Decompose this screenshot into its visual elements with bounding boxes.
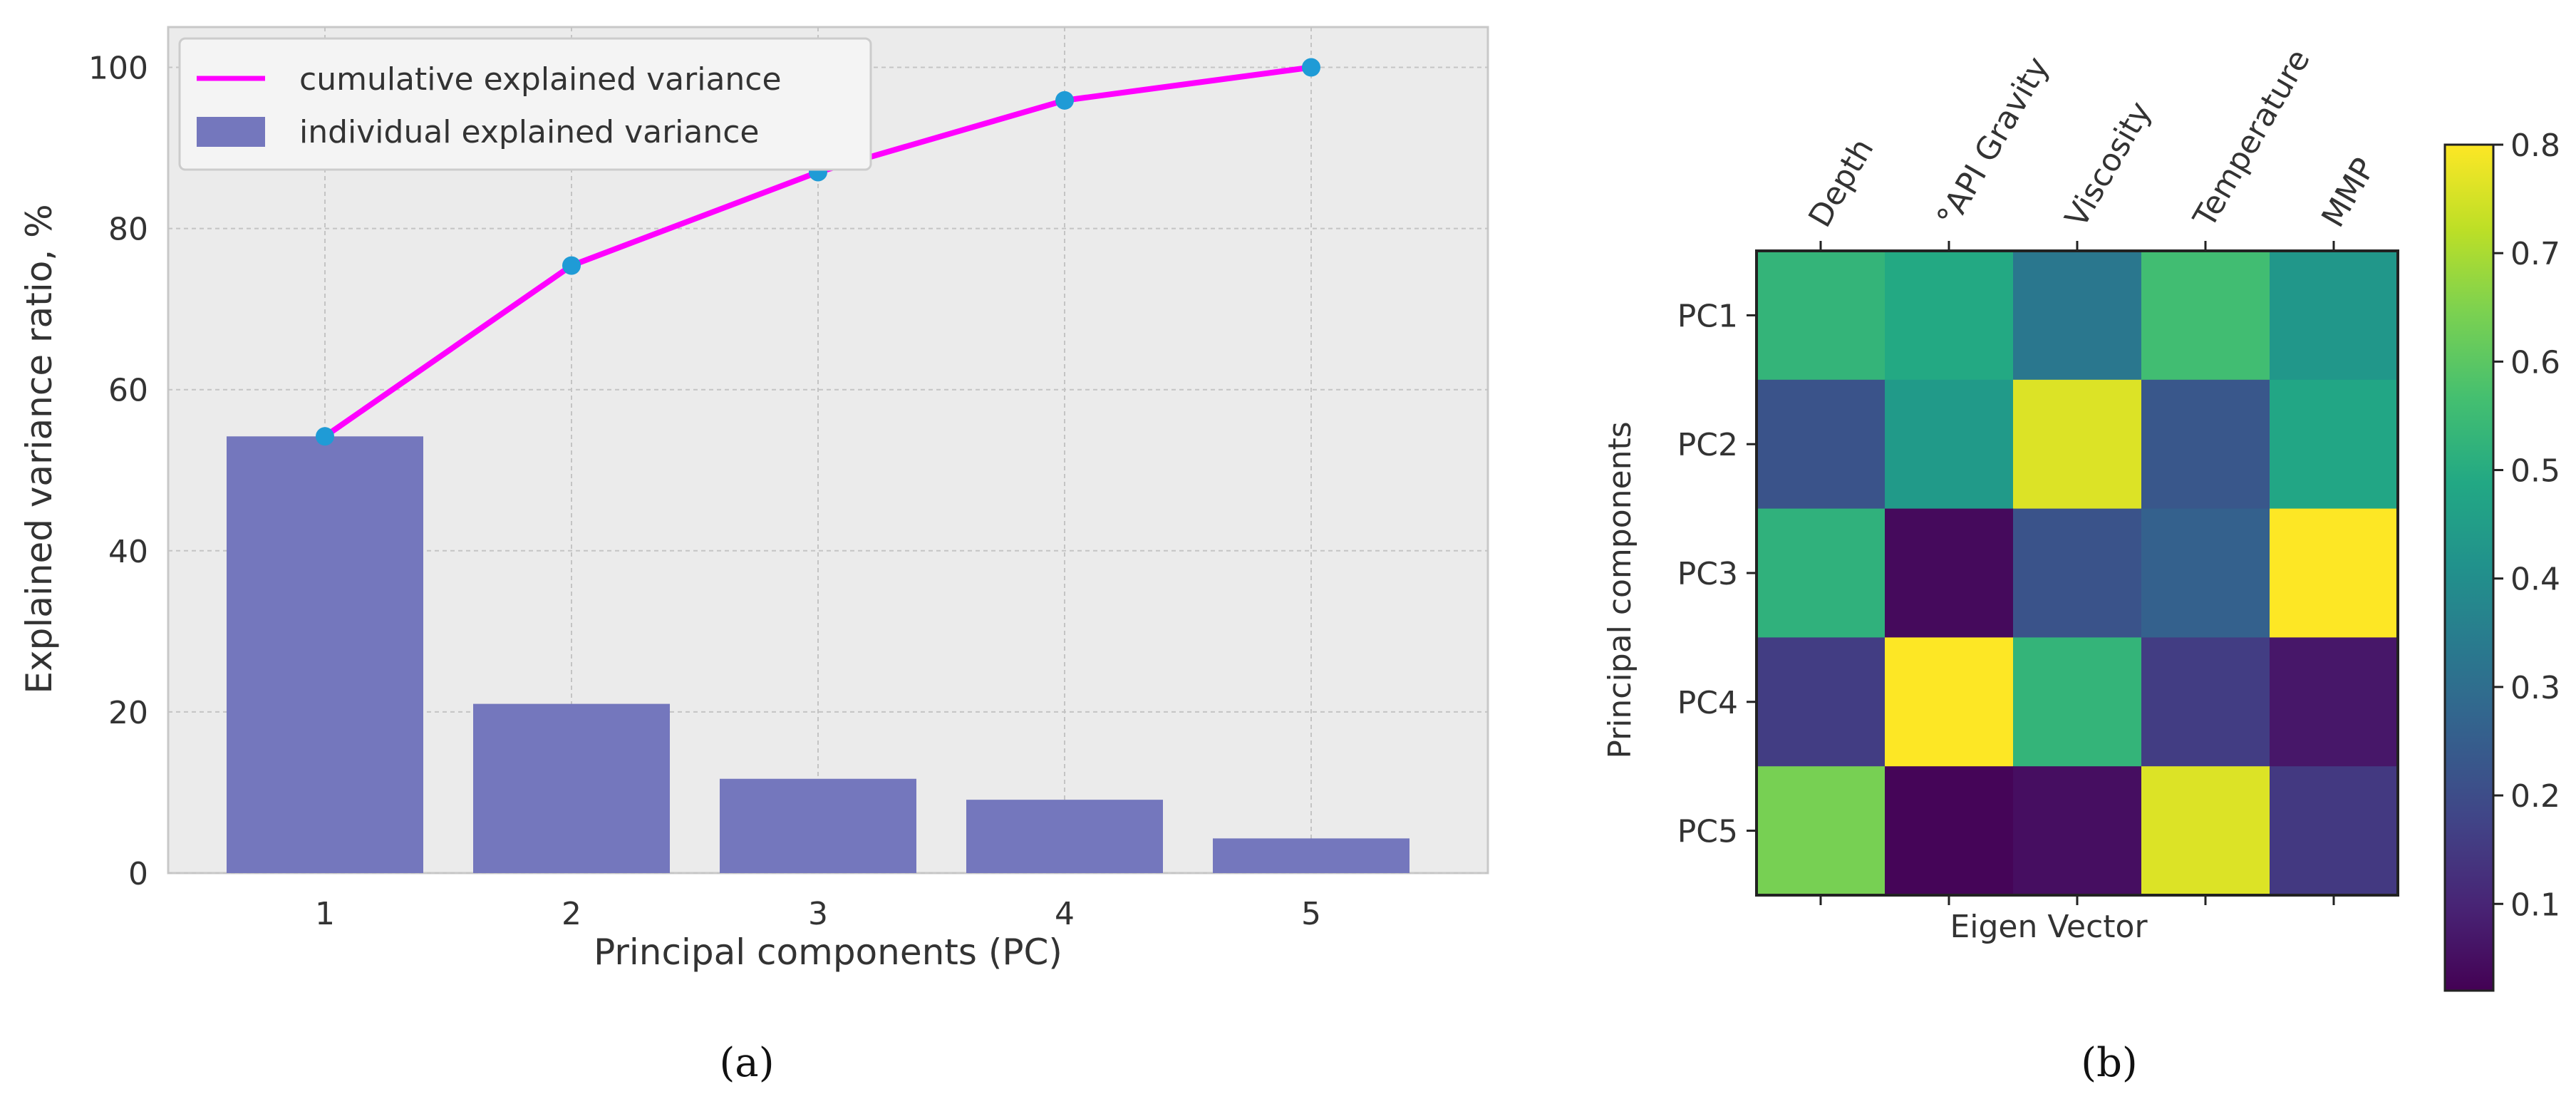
y-tick-label: 60 [108,373,148,409]
heatmap-cell [1885,637,2014,767]
x-tick-label: 4 [1055,896,1075,932]
colorbar-tick-label: 0.1 [2510,887,2560,923]
bar-individual-variance [720,778,916,873]
heatmap-cell [2141,251,2270,381]
heatmap-column-label: Temperature [2186,43,2317,234]
y-tick-label: 20 [108,695,148,731]
y-tick-label: 100 [88,51,148,87]
plot-a-bars [227,436,1409,873]
heatmap-cell [2141,508,2270,638]
heatmap-cell [1757,379,1886,510]
heatmap-cell [2141,766,2270,896]
heatmap-cell [2270,637,2399,767]
y-tick-label: 80 [108,212,148,248]
plot-a-x-axis: 1 2 3 4 5 [315,896,1321,932]
heatmap-cell [1757,508,1886,638]
cumulative-variance-point [1302,58,1320,77]
heatmap-cells [1757,251,2399,896]
y-tick-label: 0 [128,856,148,892]
heatmap-cell [2141,379,2270,510]
y-tick-label: 40 [108,534,148,570]
heatmap-cell [2141,637,2270,767]
heatmap-cell [1885,508,2014,638]
colorbar-ticks: 0.1 0.2 0.3 0.4 0.5 0.6 0.7 0.8 [2493,128,2560,923]
heatmap-cell [2270,508,2399,638]
colorbar-gradient [2443,143,2495,992]
colorbar-tick-label: 0.6 [2510,344,2560,381]
heatmap-row-label: PC4 [1677,685,1738,721]
bar-individual-variance [966,800,1163,873]
plot-a-y-axis: 0 20 40 60 80 100 [88,51,148,892]
heatmap-x-axis-label: Eigen Vector [1950,909,2148,945]
heatmap-cell [1885,379,2014,510]
heatmap-cell [1885,766,2014,896]
x-tick-label: 2 [562,896,581,932]
heatmap-cell [2013,508,2142,638]
heatmap-row-label: PC5 [1677,814,1738,850]
legend-box [178,37,872,171]
cumulative-variance-point [562,256,581,275]
legend-label-cumulative: cumulative explained variance [299,61,782,98]
heatmap-row-labels: PC1 PC2 PC3 PC4 PC5 [1677,298,1757,850]
heatmap-row-label: PC2 [1677,427,1738,463]
heatmap-column-label: °API Gravity [1930,51,2056,233]
x-tick-label: 5 [1301,896,1321,932]
cumulative-variance-point [1055,91,1074,110]
colorbar-tick-label: 0.4 [2510,562,2560,598]
heatmap-cell [2013,379,2142,510]
colorbar-tick-label: 0.5 [2510,453,2560,490]
caption-a: (a) [719,1040,774,1086]
bar-individual-variance [473,703,670,873]
caption-b: (b) [2081,1040,2138,1086]
colorbar-tick-label: 0.3 [2510,670,2560,706]
heatmap-cell [1757,637,1886,767]
x-tick-label: 3 [808,896,828,932]
heatmap-y-axis-label: Principal components [1602,421,1638,758]
heatmap-cell [1885,251,2014,381]
heatmap-column-label: MMP [2314,152,2382,233]
colorbar-tick-label: 0.7 [2510,236,2560,272]
bar-individual-variance [1213,838,1409,873]
legend-label-individual: individual explained variance [299,114,760,150]
heatmap-column-label: Viscosity [2058,96,2158,233]
colorbar-tick-label: 0.2 [2510,778,2560,815]
heatmap-cell [1757,766,1886,896]
colorbar-tick-label: 0.8 [2510,128,2560,164]
heatmap-row-label: PC1 [1677,298,1738,334]
heatmap-cell [2013,251,2142,381]
panel-b-eigenvector-heatmap: Depth °API Gravity Viscosity TemperatureMMP… [1602,43,2560,992]
heatmap-cell [2270,251,2399,381]
heatmap-colorbar: 0.1 0.2 0.3 0.4 0.5 0.6 0.7 0.8 [2443,128,2560,992]
legend-bar-swatch [197,117,265,147]
cumulative-variance-point [316,427,334,446]
heatmap-cell [2270,379,2399,510]
heatmap-column-label: Depth [1801,133,1881,234]
heatmap-cell [2013,766,2142,896]
plot-a-y-axis-label: Explained variance ratio, % [19,204,60,693]
plot-a-x-axis-label: Principal components (PC) [594,932,1062,973]
panel-a-explained-variance-chart: 0 20 40 60 80 100 1 2 3 4 5 Explained variance ra… [19,26,1489,973]
bar-individual-variance [227,436,423,873]
heatmap-row-label: PC3 [1677,556,1738,592]
heatmap-cell [2013,637,2142,767]
x-tick-label: 1 [315,896,335,932]
heatmap-cell [1757,251,1886,381]
heatmap-cell [2270,766,2399,896]
plot-a-legend: cumulative explained variance individual… [178,37,872,171]
